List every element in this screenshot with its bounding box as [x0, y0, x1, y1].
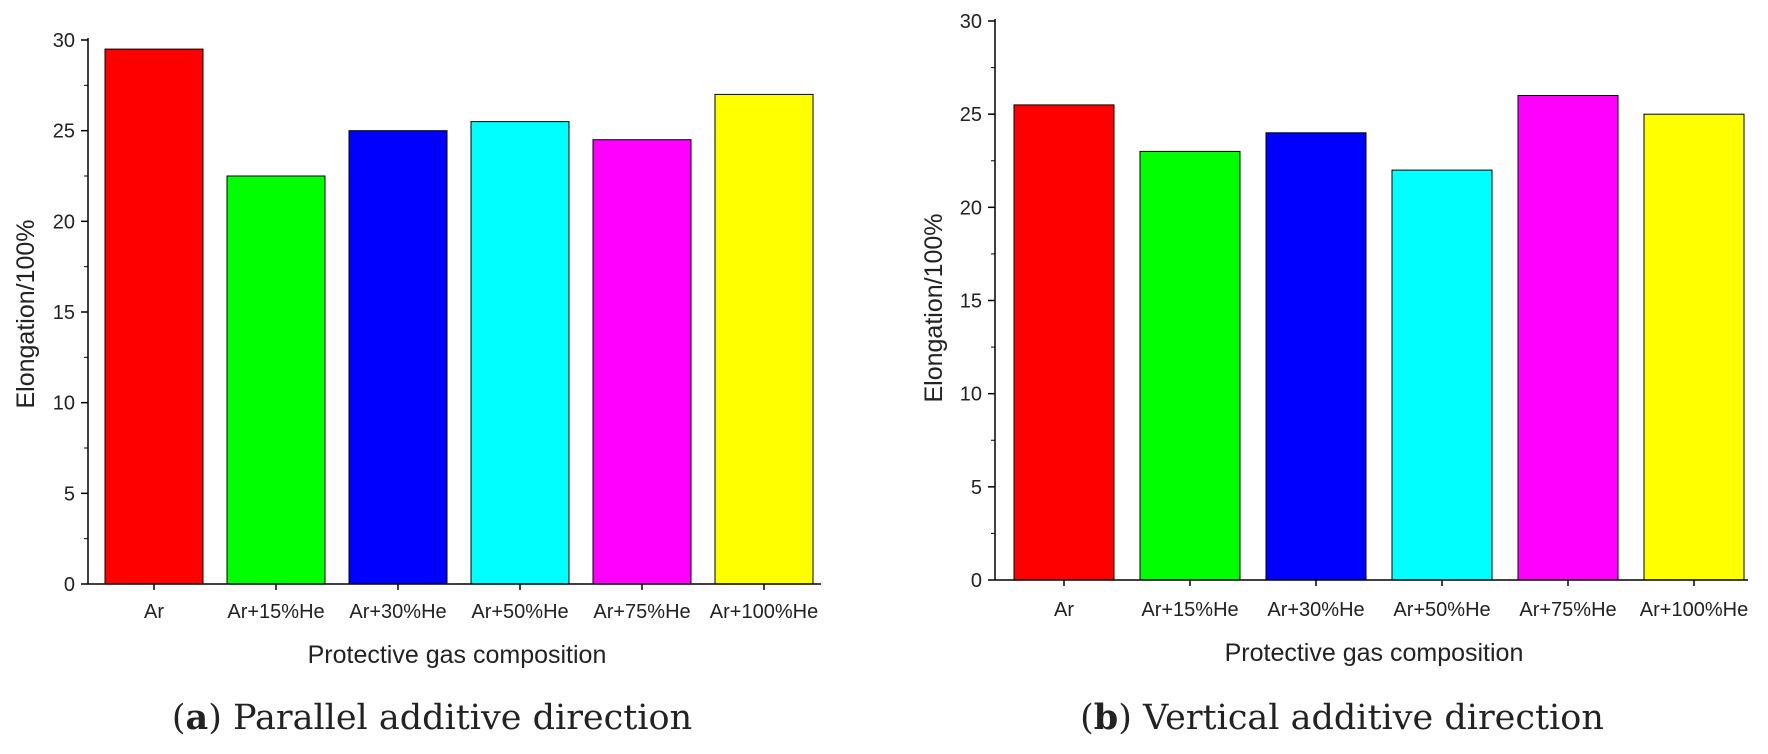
bars-group — [104, 48, 814, 585]
bar-ar — [104, 48, 204, 585]
bar-ar-15-he — [226, 175, 326, 585]
y-tick-label: 20 — [960, 197, 982, 219]
x-tick-label: Ar — [144, 601, 164, 623]
y-axis-title: Elongation/100% — [12, 219, 40, 408]
y-tick-label: 15 — [53, 302, 75, 324]
x-tick-label: Ar+15%He — [1141, 599, 1238, 621]
bar-ar-100-he — [1643, 113, 1745, 581]
caption-b: (b) Vertical additive direction — [1080, 697, 1604, 738]
y-tick-label: 25 — [960, 104, 982, 126]
y-tick-label: 0 — [64, 574, 75, 596]
x-tick-label: Ar+75%He — [593, 601, 690, 623]
y-ticks-group: 0 5 10 15 20 25 30 — [960, 11, 995, 592]
y-tick-label: 30 — [960, 11, 982, 33]
x-tick-label: Ar+30%He — [1267, 599, 1364, 621]
x-tick-label: Ar — [1054, 599, 1074, 621]
x-ticks-group: Ar Ar+15%He Ar+30%He Ar+50%He Ar+75%He Ar+100… — [1054, 580, 1748, 621]
bar-ar-15-he — [1139, 150, 1241, 581]
y-tick-label: 30 — [53, 30, 75, 52]
y-tick-label: 10 — [53, 393, 75, 415]
y-tick-label: 0 — [971, 570, 982, 592]
x-tick-label: Ar+30%He — [349, 601, 446, 623]
bar-ar-30-he — [1265, 132, 1367, 581]
bar-ar-30-he — [348, 130, 448, 585]
y-tick-label: 10 — [960, 384, 982, 406]
y-tick-label: 5 — [64, 483, 75, 505]
x-tick-label: Ar+100%He — [710, 601, 818, 623]
x-tick-label: Ar+50%He — [471, 601, 568, 623]
caption-text: Parallel additive direction — [233, 698, 692, 738]
bar-ar — [1013, 104, 1115, 581]
y-axis-title: Elongation/100% — [920, 213, 948, 402]
x-tick-label: Ar+15%He — [227, 601, 324, 623]
caption-letter: b — [1094, 697, 1118, 738]
caption-letter: a — [186, 697, 209, 738]
y-tick-label: 5 — [971, 477, 982, 499]
y-tick-label: 20 — [53, 211, 75, 233]
x-tick-label: Ar+50%He — [1393, 599, 1490, 621]
x-axis-title: Protective gas composition — [1225, 639, 1524, 667]
y-ticks-group: 0 5 10 15 20 25 30 — [53, 30, 88, 596]
bar-ar-75-he — [1517, 95, 1619, 581]
bar-ar-50-he — [470, 121, 570, 585]
y-tick-label: 15 — [960, 291, 982, 313]
y-tick-label: 25 — [53, 121, 75, 143]
caption-a: (a) Parallel additive direction — [172, 697, 692, 738]
x-ticks-group: Ar Ar+15%He Ar+30%He Ar+50%He Ar+75%He Ar+100… — [144, 584, 818, 623]
x-tick-label: Ar+100%He — [1640, 599, 1748, 621]
caption-text: Vertical additive direction — [1142, 698, 1604, 738]
x-axis-title: Protective gas composition — [308, 641, 607, 669]
bar-ar-50-he — [1391, 169, 1493, 581]
x-tick-label: Ar+75%He — [1519, 599, 1616, 621]
bar-ar-100-he — [714, 93, 814, 585]
bar-ar-75-he — [592, 139, 692, 585]
bars-group — [1013, 95, 1745, 581]
